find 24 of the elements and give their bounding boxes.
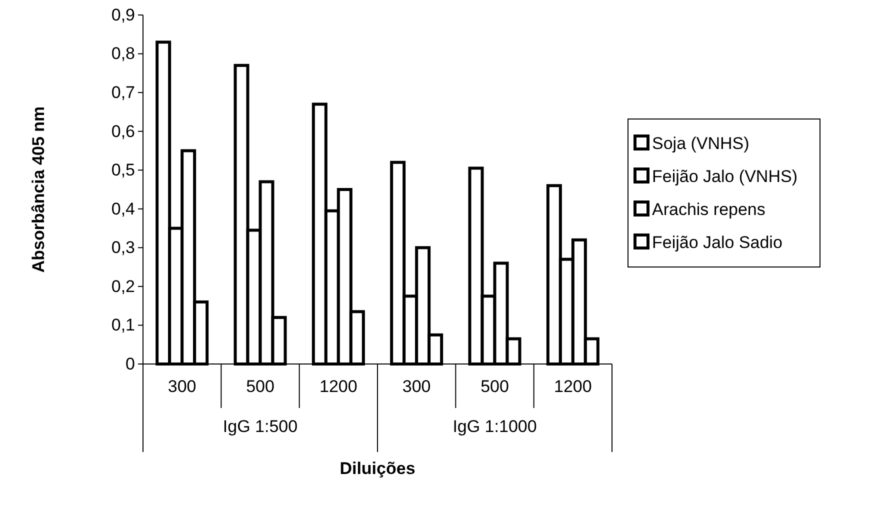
x-axis-title: Diluições bbox=[340, 459, 416, 478]
y-tick-label: 0,3 bbox=[111, 238, 135, 258]
legend-label: Feijão Jalo Sadio bbox=[652, 233, 782, 252]
y-tick-label: 0,9 bbox=[111, 5, 135, 24]
text: IgG 1:500 bbox=[222, 417, 298, 436]
y-tick-label: 0,1 bbox=[111, 316, 135, 335]
legend-label: Arachis repens bbox=[652, 200, 766, 219]
x-tick-label: 300 bbox=[168, 377, 196, 396]
y-tick-label: 0,4 bbox=[111, 199, 135, 218]
y-tick-label: 0,8 bbox=[111, 44, 135, 64]
x-tick-label: 300 bbox=[402, 377, 431, 396]
y-axis-title: Absorbância 405 nm bbox=[29, 106, 48, 273]
y-tick-label: 0,5 bbox=[111, 160, 135, 180]
text: IgG 1:1000 bbox=[452, 417, 537, 436]
y-tick-label: 0,2 bbox=[111, 276, 135, 296]
y-tick-label: 0,7 bbox=[111, 82, 135, 102]
legend-label: Soja (VNHS) bbox=[652, 134, 750, 153]
y-tick-label: 0 bbox=[126, 354, 135, 374]
x-tick-label: 1200 bbox=[320, 377, 358, 396]
x-tick-label: 500 bbox=[246, 377, 274, 396]
x-tick-label: 1200 bbox=[554, 377, 592, 396]
x-tick-label: 500 bbox=[480, 377, 509, 396]
legend-label: Feijão Jalo (VNHS) bbox=[652, 167, 798, 186]
y-tick-label: 0,6 bbox=[111, 122, 135, 141]
